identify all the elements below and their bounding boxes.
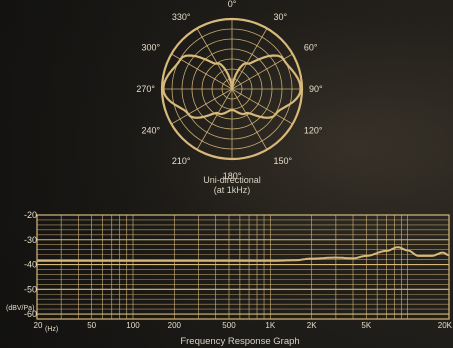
polar-spoke (171, 88, 233, 125)
y-tick-label: -20 (24, 210, 37, 220)
polar-angle-label: 330° (172, 12, 191, 22)
freq-frame (36, 214, 450, 320)
polar-angle-label: 0° (228, 0, 237, 9)
y-tick-label: -40 (24, 260, 37, 270)
polar-caption-sub: (at 1kHz) (214, 185, 251, 195)
y-unit-label: (dBV/Pa) (6, 305, 34, 312)
polar-grid (160, 17, 304, 161)
x-tick-label: 200 (168, 321, 182, 330)
polar-angle-label: 60° (304, 43, 318, 53)
polar-angle-label: 180° (223, 171, 242, 181)
polar-spoke (231, 88, 293, 125)
polar-spoke (231, 88, 268, 150)
y-tick-label: -50 (24, 284, 37, 294)
freq-grid (36, 214, 450, 320)
x-tick-label: 100 (126, 321, 140, 330)
polar-pattern-curve (162, 54, 302, 119)
x-tick-label: 20K (438, 321, 453, 330)
x-tick-label: 500 (222, 321, 236, 330)
polar-spoke (196, 28, 233, 90)
chart-title: Frequency Response Graph (180, 336, 299, 347)
x-tick-label: 50 (87, 321, 96, 330)
polar-angle-label: 120° (304, 126, 323, 136)
x-tick-label: 20 (34, 321, 43, 330)
y-tick-label: -30 (24, 235, 37, 245)
polar-angle-label: 90° (309, 84, 323, 94)
polar-spoke (196, 88, 233, 150)
polar-spoke (231, 53, 293, 90)
polar-angle-label: 150° (274, 156, 293, 166)
x-tick-label: 2K (307, 321, 317, 330)
polar-spoke (231, 28, 268, 90)
x-tick-label: 1K (265, 321, 275, 330)
polar-angle-label: 240° (141, 126, 160, 136)
polar-caption: Uni-directional (203, 175, 261, 185)
frequency-response-curve (37, 246, 450, 262)
y-tick-label: -60 (24, 309, 37, 319)
polar-angle-label: 300° (141, 43, 160, 53)
x-tick-label: 5K (361, 321, 371, 330)
x-unit-label: (Hz) (45, 326, 58, 333)
polar-spoke (171, 53, 233, 90)
polar-angle-label: 30° (274, 12, 288, 22)
polar-angle-label: 210° (172, 156, 191, 166)
polar-angle-label: 270° (136, 84, 155, 94)
